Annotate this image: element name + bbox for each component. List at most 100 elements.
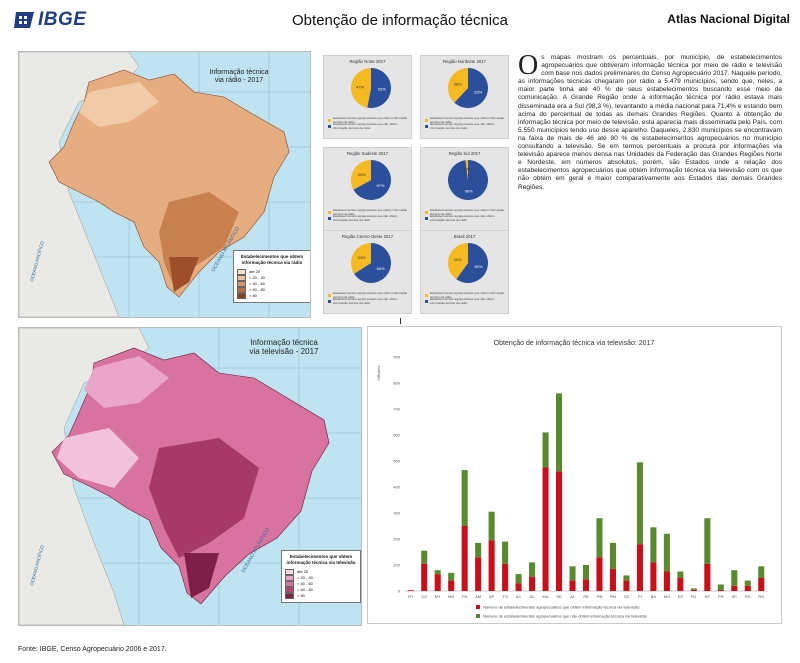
bar-yes xyxy=(502,563,509,591)
x-tick-label: TO xyxy=(502,594,507,599)
bar-yes xyxy=(434,574,441,591)
legend-swatch xyxy=(285,580,294,587)
pie-slice-label: 47% xyxy=(356,84,364,89)
legend-swatch xyxy=(237,280,246,287)
x-tick-label: SP xyxy=(705,594,711,599)
x-tick-label: PE xyxy=(583,594,589,599)
pie-legend-label: Estabelecimentos agropecuários que não o… xyxy=(430,214,495,222)
pie-slice-label: 38% xyxy=(454,81,462,86)
legend-row: > 20 - 40 xyxy=(237,274,307,281)
pie-slice-no xyxy=(456,243,488,283)
pie-legend-swatch xyxy=(425,118,428,122)
bar-yes xyxy=(407,590,414,591)
pie-legend-label: Estabelecimentos agropecuários que obtêm… xyxy=(430,116,505,124)
x-tick-label: RT xyxy=(408,594,414,599)
bar-yes xyxy=(556,471,563,591)
pie-title: Região Sul 2017 xyxy=(448,151,481,156)
bar-yes xyxy=(596,557,603,591)
pie-svg: 98% 2% xyxy=(448,160,488,200)
x-tick-label: RS xyxy=(745,594,751,599)
x-tick-label: ES xyxy=(678,594,684,599)
pie-legend-label: Estabelecimentos agropecuários que obtêm… xyxy=(333,116,408,124)
bar-no xyxy=(744,580,751,586)
pie-slice-yes xyxy=(448,243,468,280)
bar-no xyxy=(542,432,549,468)
legend-row: > 20 - 40 xyxy=(285,574,357,581)
pie-slice-label: 66% xyxy=(377,266,385,271)
y-tick-label: 400 xyxy=(393,485,400,490)
pie-slice-label: 33% xyxy=(358,172,366,177)
y-tick-label: 0 xyxy=(398,589,401,594)
bar-yes xyxy=(704,563,711,591)
pie-legend-swatch xyxy=(328,299,331,303)
x-tick-label: DL xyxy=(530,594,536,599)
legend-swatch xyxy=(285,568,294,575)
map-tv-svg: OCEANO ATLÂNTICO OCEANO PACÍFICO xyxy=(19,328,361,625)
pie-svg: 53% 47% xyxy=(350,68,391,108)
bar-yes xyxy=(758,578,765,591)
pie-svg: 62% 38% xyxy=(448,68,488,108)
bar-no xyxy=(731,570,738,586)
pie-legend-swatch xyxy=(425,210,428,214)
pie-slice-label: 2% xyxy=(464,167,470,172)
body-dropcap: O xyxy=(518,50,539,81)
x-tick-label: AM xyxy=(475,594,481,599)
bar-no xyxy=(663,533,670,572)
pie-slice-yes xyxy=(465,160,468,180)
legend-swatch xyxy=(237,292,246,299)
pie-slice-no xyxy=(353,160,391,200)
footer-source: Fonte: IBGE, Censo Agropecuário 2006 e 2… xyxy=(18,646,167,653)
x-tick-label: RO xyxy=(758,594,764,599)
map-tv-panel: OCEANO ATLÂNTICO OCEANO PACÍFICO Informa… xyxy=(18,327,362,626)
map-radio-legend: Estabelecimentos que obtem informação té… xyxy=(233,250,310,303)
page-title: Obtenção de informação técnica xyxy=(292,12,508,29)
bar-no xyxy=(515,574,522,584)
bar-yes xyxy=(717,589,724,591)
bar-yes xyxy=(663,571,670,591)
pie-slice-yes xyxy=(350,68,371,108)
legend-label: > 20 - 40 xyxy=(249,274,265,280)
ibge-logo: IBGE xyxy=(14,8,104,32)
chart-panel: Obtenção de informação técnica via telev… xyxy=(367,326,782,624)
pie-slice-label: 60% xyxy=(474,264,482,269)
pie-legend-swatch xyxy=(425,216,428,220)
bar-no xyxy=(475,542,482,558)
y-tick-label: 100 xyxy=(393,563,400,568)
legend-swatch xyxy=(476,605,480,609)
x-tick-label: MG xyxy=(664,594,670,599)
chart-title: Obtenção de informação técnica via telev… xyxy=(494,340,655,347)
bar-no xyxy=(502,541,509,564)
pie-legend-label: Estabelecimentos agropecuários que obtêm… xyxy=(333,208,408,216)
x-tick-label: PR xyxy=(718,594,724,599)
pie-legend-swatch xyxy=(328,118,331,122)
y-tick-label: 500 xyxy=(393,459,400,464)
map-tv-title: Informação técnica via televisão - 2017 xyxy=(244,338,324,356)
bar-no xyxy=(690,588,697,590)
map-radio-title-line2: via rádio - 2017 xyxy=(214,77,264,85)
pie-slice-yes xyxy=(448,68,468,103)
pie-legend-no: Estabelecimentos agropecuários que não o… xyxy=(425,122,507,130)
bar-no xyxy=(529,562,536,577)
legend-swatch xyxy=(237,274,246,281)
pie-legend-label: Estabelecimentos agropecuários que obtêm… xyxy=(430,291,505,299)
bar-no xyxy=(461,470,468,526)
pie-slice-no xyxy=(367,68,391,108)
legend-label: > 40 - 60 xyxy=(297,580,313,586)
pie-title: Região Centro-Oeste 2017 xyxy=(341,234,394,239)
y-tick-label: 800 xyxy=(393,381,400,386)
legend-row: > 60 - 80 xyxy=(237,286,307,293)
bar-yes xyxy=(609,568,616,591)
legend-swatch xyxy=(285,586,294,593)
bar-no xyxy=(421,550,428,564)
legend-row: até 20 xyxy=(237,268,307,275)
pie-legend-swatch xyxy=(328,293,331,297)
y-tick-label: 200 xyxy=(393,537,400,542)
pie-svg: 60% 40% xyxy=(448,243,488,283)
bar-yes xyxy=(636,544,643,591)
pie-card: Região Centro-Oeste 2017 66% 34% Estabeleci… xyxy=(323,230,412,314)
bar-no xyxy=(677,571,684,578)
pie-legend-swatch xyxy=(425,299,428,303)
legend-label: > 60 - 80 xyxy=(249,286,265,292)
bar-yes xyxy=(677,578,684,591)
pie-slice-no xyxy=(354,243,391,283)
